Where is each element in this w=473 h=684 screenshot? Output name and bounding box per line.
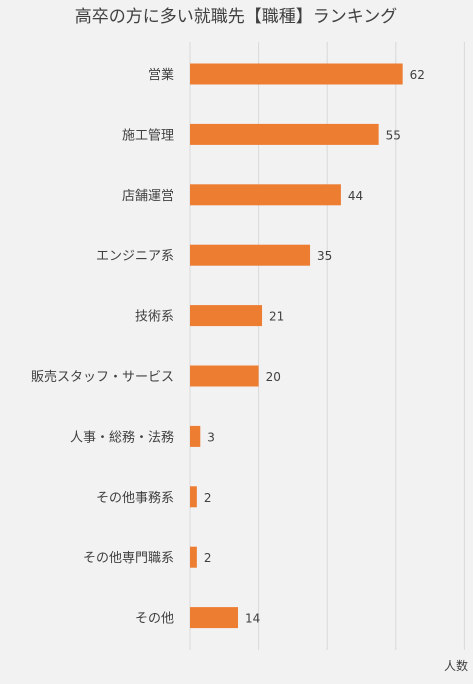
value-label: 20	[266, 370, 281, 384]
bar	[190, 486, 197, 508]
category-label: 人事・総務・法務	[70, 430, 174, 445]
category-label: その他	[135, 612, 174, 627]
value-label: 21	[269, 310, 284, 324]
x-axis-label: 人数	[444, 658, 468, 673]
bar	[190, 365, 259, 387]
value-label: 14	[245, 612, 260, 626]
category-label: その他専門職系	[83, 551, 174, 566]
category-label: 技術系	[135, 310, 174, 325]
bar	[190, 244, 311, 266]
bar	[190, 425, 201, 447]
value-label: 3	[207, 430, 215, 444]
value-label: 44	[348, 189, 363, 203]
category-label: 営業	[148, 67, 174, 83]
bar	[190, 305, 263, 327]
bar	[190, 63, 403, 85]
value-label: 55	[386, 128, 401, 142]
category-label: その他事務系	[96, 491, 174, 506]
bar	[190, 123, 379, 145]
value-label: 2	[204, 491, 212, 505]
category-label: エンジニア系	[96, 249, 174, 264]
category-label: 店舗運営	[122, 189, 174, 204]
bars	[190, 63, 403, 629]
category-label: 販売スタッフ・サービス	[31, 369, 174, 385]
value-label: 62	[410, 68, 425, 82]
value-label: 2	[204, 551, 212, 565]
category-labels: 営業施工管理店舗運営エンジニア系技術系販売スタッフ・サービス人事・総務・法務その…	[31, 67, 174, 627]
value-label: 35	[317, 249, 332, 263]
value-labels: 62 55 44 35 21 20 3 2 2 14	[204, 68, 425, 626]
chart-title: 高卒の方に多い就職先【職種】ランキング	[75, 7, 398, 27]
category-label: 施工管理	[122, 128, 174, 143]
bar	[190, 184, 341, 206]
bar	[190, 546, 197, 568]
bar	[190, 607, 239, 629]
